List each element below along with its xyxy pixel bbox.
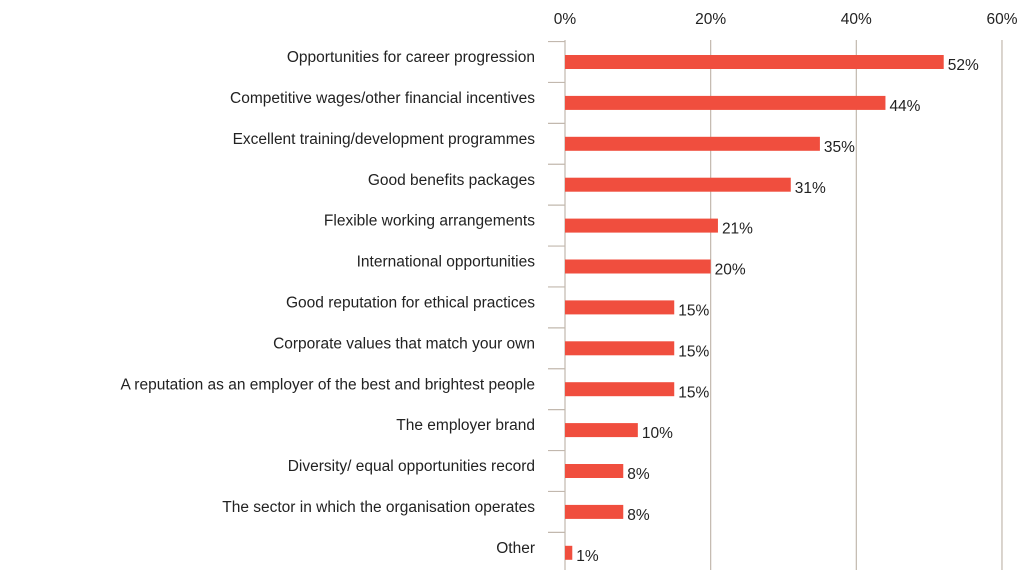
- value-label: 20%: [715, 262, 746, 279]
- bar: [565, 55, 944, 69]
- value-label: 31%: [795, 180, 826, 197]
- bar: [565, 504, 624, 519]
- y-tick-label: Diversity/ equal opportunities record: [288, 458, 535, 475]
- y-tick-label: Opportunities for career progression: [287, 49, 535, 66]
- bar: [565, 300, 675, 315]
- bar: [565, 464, 624, 478]
- value-label: 44%: [889, 98, 920, 115]
- value-label: 35%: [824, 139, 855, 156]
- bar: [565, 341, 675, 356]
- value-label: 15%: [678, 384, 709, 401]
- value-label: 21%: [722, 221, 753, 238]
- bar: [565, 545, 573, 560]
- value-label: 52%: [948, 57, 979, 74]
- value-label: 15%: [678, 343, 709, 360]
- y-tick-label: Other: [496, 540, 535, 557]
- value-label: 8%: [627, 507, 650, 524]
- bar: [565, 218, 718, 233]
- x-tick-label: 40%: [841, 11, 872, 28]
- bar: [565, 136, 820, 151]
- value-label: 10%: [642, 425, 673, 442]
- bar: [565, 423, 638, 438]
- y-tick-label: Competitive wages/other financial incent…: [230, 90, 535, 107]
- bar: [565, 95, 886, 110]
- y-tick-label: Good reputation for ethical practices: [286, 294, 535, 311]
- bar: [565, 177, 791, 192]
- bar: [565, 259, 711, 274]
- value-label: 8%: [627, 466, 650, 483]
- y-tick-label: Excellent training/development programme…: [233, 131, 536, 148]
- y-tick-label: A reputation as an employer of the best …: [121, 376, 535, 393]
- x-tick-label: 0%: [554, 11, 577, 28]
- bar: [565, 382, 675, 397]
- x-tick-label: 20%: [695, 11, 726, 28]
- value-label: 1%: [576, 548, 599, 565]
- y-tick-label: The employer brand: [396, 417, 535, 434]
- y-tick-label: The sector in which the organisation ope…: [222, 499, 535, 516]
- y-tick-label: Good benefits packages: [368, 172, 535, 189]
- y-tick-label: International opportunities: [357, 254, 536, 271]
- value-label: 15%: [678, 302, 709, 319]
- y-tick-label: Flexible working arrangements: [324, 213, 535, 230]
- y-tick-label: Corporate values that match your own: [273, 335, 535, 352]
- x-tick-label: 60%: [986, 11, 1017, 28]
